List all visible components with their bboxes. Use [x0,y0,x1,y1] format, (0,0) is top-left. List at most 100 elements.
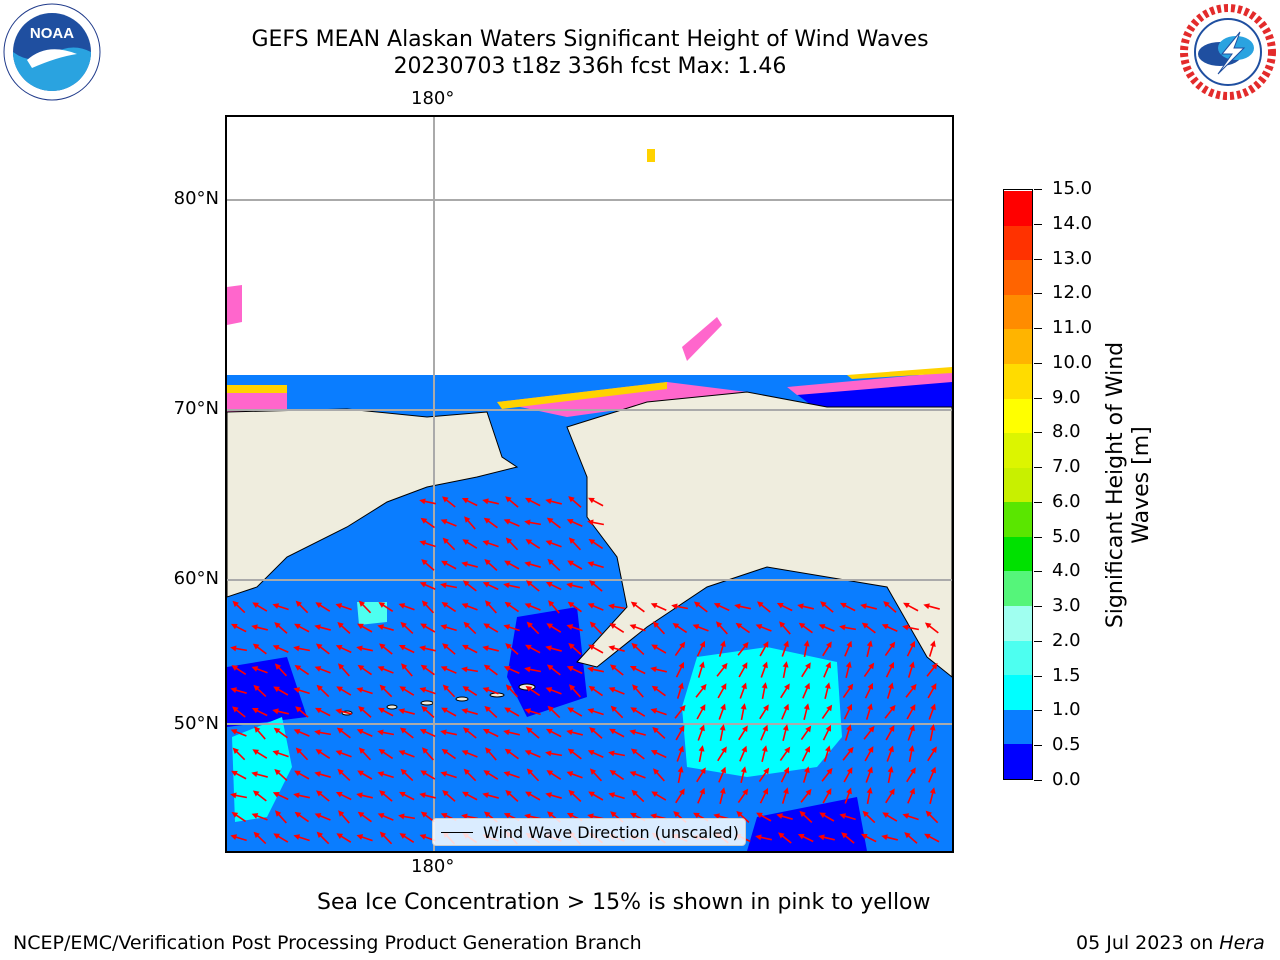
wave-direction-arrow [251,707,268,717]
wave-direction-arrow [525,539,541,550]
wave-direction-arrow [567,560,583,570]
wave-direction-arrow [677,766,684,784]
colorbar-tick-label: 13.0 [1052,247,1093,269]
wave-direction-arrow [482,645,499,652]
wave-direction-arrow [761,745,768,762]
wave-direction-arrow [719,724,726,742]
wave-direction-arrow [272,603,289,611]
wave-direction-arrow [608,750,626,757]
wave-direction-arrow [756,812,772,822]
nws-logo [1178,2,1278,102]
wave-direction-arrow [842,746,854,761]
wave-direction-arrow [399,686,415,696]
wave-direction-arrow [818,834,835,841]
wave-direction-arrow [315,749,331,760]
wave-direction-arrow [548,600,560,614]
lon-label-bottom: 180° [411,856,455,877]
colorbar-tick-label: 12.0 [1052,282,1093,304]
wave-direction-arrow [419,687,436,695]
wave-direction-arrow [357,623,373,633]
wave-direction-arrow [482,687,499,695]
wave-direction-arrow [230,729,247,737]
low-wave-zone [747,797,867,851]
wave-direction-arrow [545,581,562,591]
colorbar-tick [1034,293,1042,295]
colorbar-label: Significant Height of Wind Waves [m] [1103,341,1154,629]
wave-direction-arrow [230,834,247,842]
sea-ice-edge [787,372,952,395]
colorbar-bin [1004,570,1032,607]
wave-direction-arrow [798,622,813,634]
wave-direction-arrow [314,666,331,674]
wave-direction-arrow [232,600,246,614]
wave-direction-arrow [461,603,478,611]
wave-direction-arrow [524,750,541,758]
wave-direction-arrow [587,708,604,716]
wave-direction-arrow [379,643,393,655]
wave-direction-arrow [739,745,747,762]
wave-direction-arrow [651,644,667,654]
wave-direction-arrow [902,813,919,821]
wave-direction-arrow [400,768,414,782]
wave-direction-arrow [610,705,624,719]
wave-direction-arrow [524,497,541,507]
wave-direction-arrow [588,644,604,654]
wave-direction-arrow [650,666,667,673]
wave-direction-arrow [440,624,457,632]
wave-direction-arrow [293,645,311,652]
wave-direction-arrow [524,603,541,611]
wave-direction-arrow [884,704,896,719]
wave-direction-arrow [566,582,583,589]
wave-direction-arrow [295,747,309,761]
wave-direction-arrow [337,663,350,677]
legend-line-swatch [441,832,473,833]
wave-direction-arrow [629,665,646,675]
wave-direction-arrow [882,812,898,822]
colorbar-tick-label: 6.0 [1052,490,1081,512]
wave-direction-arrow [885,788,895,804]
wave-direction-arrow [545,540,562,548]
wave-direction-arrow [401,663,413,677]
wave-direction-arrow [254,726,266,740]
wave-direction-arrow [400,621,414,635]
lat-label-70: 70°N [173,398,219,419]
wave-direction-arrow [251,666,268,674]
wave-direction-arrow [801,745,811,762]
wave-direction-arrow [547,705,561,719]
wave-direction-arrow [923,603,940,610]
wave-direction-arrow [716,662,728,677]
wave-direction-arrow [902,624,920,631]
wave-direction-arrow [630,748,645,760]
wave-direction-arrow [526,580,540,592]
wave-direction-arrow [589,621,603,635]
wave-direction-arrow [293,729,310,737]
wave-direction-arrow [337,621,351,634]
wave-direction-arrow [461,750,478,758]
wave-direction-arrow [676,745,684,762]
wave-direction-arrow [734,603,751,610]
wave-direction-arrow [421,600,435,614]
colorbar-bin [1004,605,1032,641]
wave-direction-arrow [442,684,456,698]
wave-direction-arrow [631,789,645,803]
wave-direction-arrow [629,771,646,779]
wave-direction-arrow [696,640,706,657]
colorbar-tick-label: 3.0 [1052,595,1081,617]
wave-direction-arrow [697,724,705,741]
wave-direction-arrow [717,683,727,699]
wave-direction-arrow [908,745,915,763]
wave-direction-arrow [314,771,331,778]
wave-direction-arrow [232,706,246,718]
wave-direction-arrow [398,603,415,611]
wave-direction-arrow [484,558,498,571]
no-data-area [227,117,952,375]
wave-direction-arrow [928,703,936,720]
wave-direction-arrow [737,788,749,804]
wave-direction-arrow [484,705,498,719]
wave-direction-arrow [735,622,751,634]
wave-direction-arrow [461,561,478,568]
colorbar-tick-label: 2.0 [1052,629,1081,651]
wave-direction-arrow [778,832,792,844]
wave-direction-arrow [698,745,705,763]
wave-direction-arrow [715,621,728,635]
